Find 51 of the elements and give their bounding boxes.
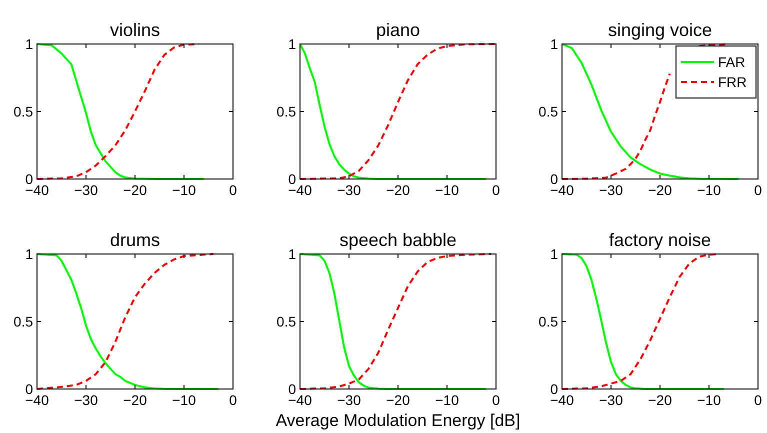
y-tick-label: 0 (550, 171, 558, 187)
chart-title: speech babble (339, 230, 457, 250)
legend-label: FRR (718, 74, 747, 90)
x-tick-label: −20 (648, 392, 672, 408)
x-tick-label: −10 (435, 182, 460, 198)
x-tick-label: −10 (697, 392, 722, 408)
chart-title: violins (110, 20, 160, 40)
x-tick-label: −10 (172, 392, 196, 408)
y-tick-label: 0.5 (14, 104, 34, 120)
x-tick-label: 0 (754, 182, 762, 198)
x-tick-label: 0 (229, 392, 238, 408)
y-tick-label: 0 (25, 171, 34, 187)
x-axis-title: Average Modulation Energy [dB] (276, 411, 520, 430)
y-tick-label: 1 (550, 36, 558, 52)
x-tick-label: −30 (74, 392, 98, 408)
x-tick-label: 0 (492, 182, 500, 198)
y-tick-label: 0.5 (276, 314, 296, 330)
y-tick-label: 0.5 (538, 314, 558, 330)
x-tick-label: −20 (386, 182, 410, 198)
x-tick-label: 0 (492, 392, 500, 408)
y-tick-label: 0 (288, 381, 296, 397)
y-tick-label: 0.5 (14, 314, 34, 330)
chart-title: drums (110, 230, 160, 250)
x-tick-label: −10 (697, 182, 722, 198)
x-tick-label: −10 (172, 182, 196, 198)
y-tick-label: 1 (288, 246, 296, 262)
y-tick-label: 1 (25, 36, 34, 52)
x-tick-label: 0 (229, 182, 238, 198)
x-tick-label: −30 (337, 182, 362, 198)
x-tick-label: −20 (123, 392, 148, 408)
y-tick-label: 1 (288, 36, 296, 52)
y-tick-label: 0 (288, 171, 296, 187)
x-tick-label: −20 (123, 182, 148, 198)
x-tick-label: −20 (648, 182, 672, 198)
x-tick-label: −20 (386, 392, 410, 408)
x-tick-label: −30 (599, 392, 624, 408)
chart-title: piano (376, 20, 420, 40)
y-tick-label: 0.5 (276, 104, 296, 120)
x-tick-label: 0 (754, 392, 762, 408)
legend-label: FAR (718, 54, 746, 70)
x-tick-label: −30 (74, 182, 98, 198)
y-tick-label: 1 (550, 246, 558, 262)
y-tick-label: 0.5 (538, 104, 558, 120)
x-tick-label: −10 (435, 392, 460, 408)
chart-title: factory noise (608, 230, 712, 250)
y-tick-label: 1 (25, 246, 34, 262)
x-tick-label: −30 (599, 182, 624, 198)
y-tick-label: 0 (550, 381, 558, 397)
y-tick-label: 0 (25, 381, 34, 397)
x-tick-label: −30 (337, 392, 362, 408)
chart-title: singing voice (608, 20, 712, 40)
